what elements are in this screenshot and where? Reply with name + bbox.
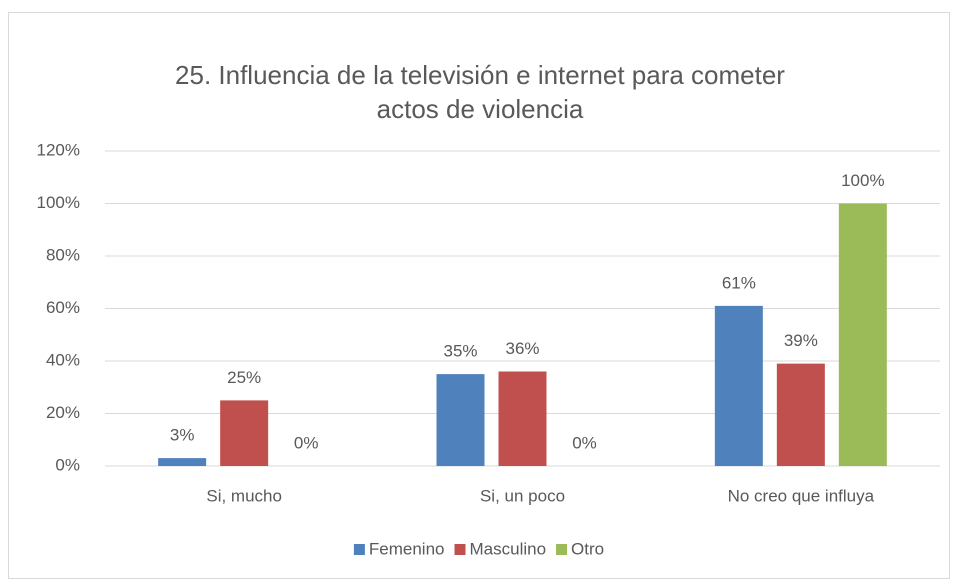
- y-tick-label: 120%: [37, 140, 80, 159]
- data-label: 3%: [170, 426, 195, 445]
- x-tick-label: Si, mucho: [206, 486, 282, 505]
- chart-border: [8, 12, 950, 579]
- bar: [220, 400, 269, 466]
- y-tick-label: 20%: [46, 403, 80, 422]
- legend-swatch: [353, 544, 365, 555]
- data-label: 25%: [227, 368, 261, 387]
- legend-swatch: [454, 544, 466, 555]
- x-tick-label: No creo que influya: [728, 486, 875, 505]
- y-tick-label: 40%: [46, 350, 80, 369]
- bar: [776, 363, 825, 466]
- y-tick-label: 0%: [55, 455, 80, 474]
- y-tick-label: 80%: [46, 245, 80, 264]
- legend-label: Femenino: [369, 539, 445, 558]
- x-tick-label: Si, un poco: [480, 486, 565, 505]
- legend-label: Otro: [571, 539, 604, 558]
- bar: [158, 458, 207, 466]
- y-tick-label: 60%: [46, 298, 80, 317]
- data-label: 61%: [722, 273, 756, 292]
- bar: [714, 305, 763, 466]
- legend-label: Masculino: [470, 539, 547, 558]
- y-tick-label: 100%: [37, 193, 80, 212]
- legend-swatch: [556, 544, 568, 555]
- data-label: 100%: [841, 171, 884, 190]
- data-label: 35%: [443, 342, 477, 361]
- bar: [436, 374, 485, 466]
- chart-title: 25. Influencia de la televisión e intern…: [175, 60, 785, 124]
- data-label: 0%: [572, 433, 597, 452]
- data-label: 36%: [505, 339, 539, 358]
- data-label: 0%: [294, 433, 319, 452]
- bar: [498, 371, 547, 466]
- data-label: 39%: [784, 331, 818, 350]
- bar: [838, 203, 887, 466]
